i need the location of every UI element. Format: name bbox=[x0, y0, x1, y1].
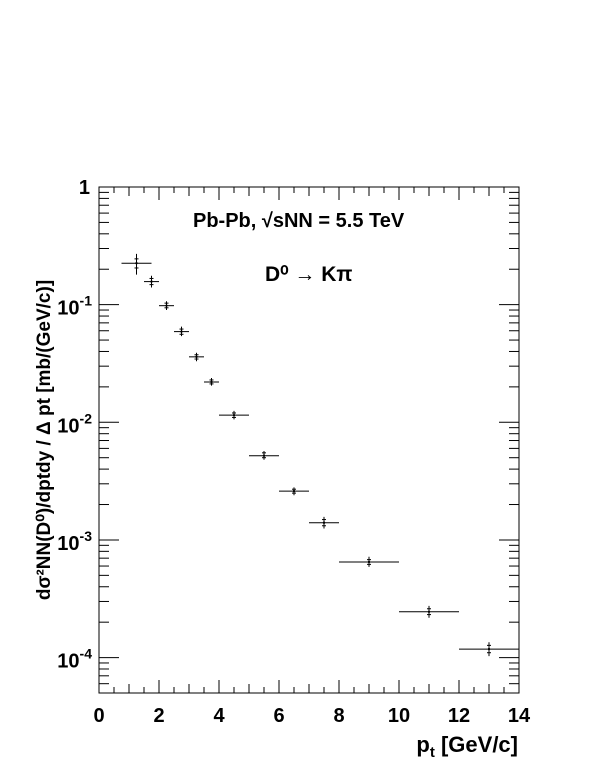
x-axis-title-rest: [GeV/c] bbox=[435, 732, 518, 757]
marker bbox=[135, 262, 138, 265]
data-point bbox=[174, 326, 189, 337]
x-tick-label: 2 bbox=[153, 705, 164, 727]
data-point bbox=[159, 301, 174, 311]
marker bbox=[367, 560, 371, 564]
data-points bbox=[121, 253, 519, 657]
marker bbox=[232, 413, 236, 417]
x-tick-label: 10 bbox=[388, 705, 410, 727]
x-axis-ticks: 0 2 4 6 8 10 12 14 bbox=[93, 187, 531, 727]
y-axis-title: dσ²NN(D⁰)/dptdy / Δ pt [mb/(GeV/c)] bbox=[34, 280, 55, 600]
marker bbox=[165, 304, 168, 307]
marker bbox=[427, 610, 431, 614]
y-tick-label: 10-2 bbox=[57, 410, 92, 437]
y-tick-mantissa: 10 bbox=[57, 533, 79, 555]
marker bbox=[322, 521, 326, 524]
y-tick-label: 10-4 bbox=[57, 646, 92, 673]
annotation-decay: D⁰ → Kπ bbox=[265, 263, 353, 286]
y-tick-mantissa: 10 bbox=[57, 651, 79, 673]
y-tick-exponent: -2 bbox=[80, 410, 93, 426]
y-tick-label: 10-3 bbox=[57, 528, 92, 555]
data-point bbox=[399, 605, 459, 618]
marker bbox=[262, 454, 266, 457]
data-point bbox=[459, 642, 519, 657]
x-tick-label: 0 bbox=[93, 705, 104, 727]
x-tick-label: 4 bbox=[213, 705, 225, 727]
y-tick-exponent: -4 bbox=[80, 646, 93, 662]
marker bbox=[210, 380, 213, 384]
data-point bbox=[121, 253, 152, 275]
data-point bbox=[309, 516, 339, 529]
marker bbox=[292, 489, 296, 493]
marker bbox=[487, 647, 491, 651]
marker bbox=[195, 355, 198, 359]
y-tick-label: 10-1 bbox=[57, 293, 92, 320]
y-tick-exponent: -1 bbox=[80, 293, 93, 309]
annotation-system: Pb-Pb, √sNN = 5.5 TeV bbox=[193, 210, 405, 232]
data-point bbox=[144, 275, 159, 288]
marker bbox=[150, 280, 153, 283]
data-point bbox=[339, 556, 399, 567]
data-point bbox=[249, 451, 279, 460]
data-point bbox=[189, 352, 204, 362]
x-tick-label: 12 bbox=[448, 705, 470, 727]
x-tick-label: 14 bbox=[508, 705, 531, 727]
marker bbox=[180, 330, 183, 333]
x-tick-label: 8 bbox=[333, 705, 344, 727]
data-point bbox=[204, 377, 219, 386]
data-point bbox=[219, 410, 249, 420]
x-tick-label: 6 bbox=[273, 705, 284, 727]
y-axis-ticks: 110-110-210-310-4 bbox=[57, 177, 519, 694]
x-axis-title-sub: t bbox=[430, 744, 435, 761]
y-tick-mantissa: 10 bbox=[57, 298, 79, 320]
x-axis-title: pt [GeV/c] bbox=[416, 732, 518, 761]
y-tick-label: 1 bbox=[79, 177, 90, 199]
y-tick-mantissa: 10 bbox=[57, 415, 79, 437]
y-tick-exponent: -3 bbox=[80, 528, 93, 544]
data-point bbox=[279, 487, 309, 496]
x-axis-title-main: p bbox=[416, 732, 429, 757]
